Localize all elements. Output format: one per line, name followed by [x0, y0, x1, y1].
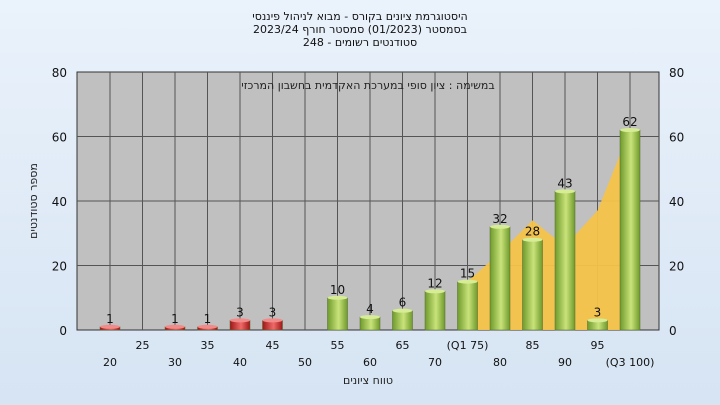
y-tick-label-right: 40 — [669, 195, 684, 209]
data-label-85: 28 — [525, 225, 540, 239]
bar-top-80 — [490, 224, 510, 229]
data-label-95: 3 — [594, 305, 602, 319]
data-label-75: 15 — [460, 267, 475, 281]
data-label-55: 10 — [330, 283, 345, 297]
bar-top-40 — [230, 318, 250, 323]
y-tick-label-left: 80 — [52, 66, 67, 80]
bar-75 — [457, 281, 478, 331]
bar-top-100 — [620, 128, 640, 133]
x-axis-label: טווח ציונים — [343, 374, 393, 387]
data-label-90: 43 — [557, 176, 572, 190]
y-tick-label-right: 0 — [669, 324, 677, 338]
x-tick-label-bottom: 60 — [363, 356, 377, 369]
bar-top-60 — [360, 315, 380, 320]
chart-title-line3: סטודנטים רשומים - 248 — [302, 36, 418, 49]
bar-100 — [619, 129, 641, 331]
bar-top-75 — [457, 279, 478, 284]
y-tick-label-right: 20 — [669, 260, 684, 274]
bar-top-20 — [100, 324, 120, 329]
data-label-40: 3 — [236, 305, 244, 319]
bar-series: 1 1 1 3 3 10 4 6 12 15 32 28 43 3 62 — [99, 115, 641, 331]
data-label-35: 1 — [204, 312, 212, 326]
bar-80 — [489, 226, 511, 331]
data-label-80: 32 — [492, 212, 507, 226]
bar-top-65 — [392, 308, 413, 313]
x-tick-label-top: 85 — [526, 339, 540, 352]
x-tick-label-top: 65 — [396, 339, 410, 352]
bar-top-70 — [425, 289, 445, 294]
x-tick-label-bottom: (Q3 100) — [606, 356, 655, 369]
chart-title-line2: בסמסטר (01/2023) סמסטר חורף 2023/24 — [253, 23, 467, 36]
x-tick-label-bottom: 50 — [298, 356, 312, 369]
chart-title-line1: היסטוגרמת ציונים בקורס - מבוא לניהול פינ… — [252, 10, 468, 23]
y-tick-label-left: 60 — [52, 131, 67, 145]
y-axis-label: מספר סטודנטים — [27, 163, 40, 239]
x-tick-label-bottom: 40 — [233, 356, 247, 369]
x-tick-label-bottom: 70 — [428, 356, 442, 369]
x-tick-label-top: 55 — [331, 339, 345, 352]
bar-top-35 — [197, 324, 218, 329]
data-label-20: 1 — [106, 312, 114, 326]
bar-top-45 — [262, 318, 283, 323]
x-tick-label-top: 25 — [136, 339, 150, 352]
x-tick-label-top: (Q1 75) — [447, 339, 489, 352]
x-tick-label-top: 95 — [591, 339, 605, 352]
bar-top-85 — [522, 237, 543, 242]
data-label-100: 62 — [622, 115, 637, 129]
bar-90 — [554, 191, 576, 331]
chart-annotation: במשימה : ציון סופי במערכת האקדמית בחשבון… — [241, 79, 495, 92]
x-tick-label-bottom: 20 — [103, 356, 117, 369]
x-tick-label-bottom: 90 — [558, 356, 572, 369]
y-tick-label-left: 40 — [52, 195, 67, 209]
x-tick-label-bottom: 80 — [493, 356, 507, 369]
data-label-30: 1 — [171, 312, 179, 326]
bar-top-55 — [327, 295, 348, 300]
bar-70 — [424, 291, 446, 331]
data-label-45: 3 — [269, 305, 277, 319]
axes: 0 0 20 20 40 40 60 60 80 80 25 35 45 55 65 (Q1 75) 85 95 2… — [52, 66, 685, 369]
bar-55 — [327, 297, 348, 331]
chart-titles: היסטוגרמת ציונים בקורס - מבוא לניהול פינ… — [0, 10, 720, 49]
bar-top-30 — [165, 324, 185, 329]
bar-top-95 — [587, 318, 608, 323]
x-tick-label-top: 45 — [266, 339, 280, 352]
data-label-65: 6 — [399, 296, 407, 310]
bar-85 — [522, 239, 543, 331]
y-tick-label-right: 80 — [669, 66, 684, 80]
data-label-60: 4 — [366, 302, 374, 316]
bar-top-90 — [555, 189, 575, 194]
y-tick-label-left: 20 — [52, 260, 67, 274]
y-tick-label-right: 60 — [669, 131, 684, 145]
x-tick-label-bottom: 30 — [168, 356, 182, 369]
bar-65 — [392, 310, 413, 331]
data-label-70: 12 — [427, 276, 442, 290]
gridlines — [77, 72, 659, 330]
y-tick-label-left: 0 — [59, 324, 67, 338]
x-tick-label-top: 35 — [201, 339, 215, 352]
